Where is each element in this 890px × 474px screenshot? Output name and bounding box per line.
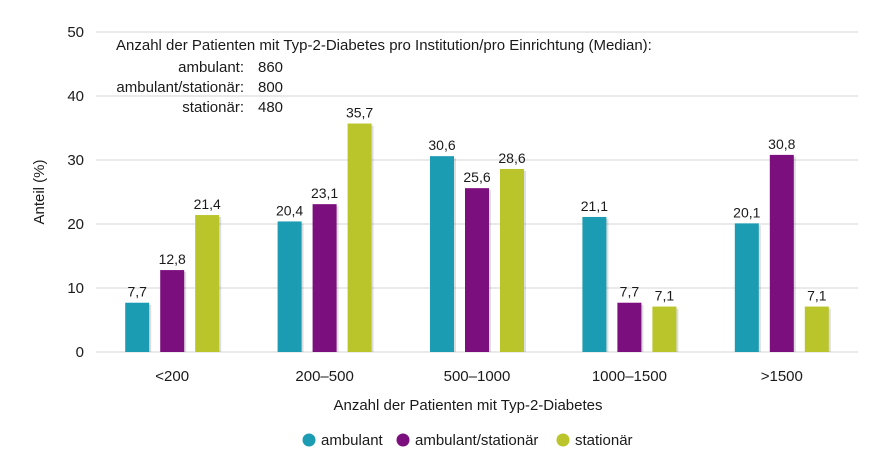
x-axis-ticks: <200 200–500 500–1000 1000–1500 >1500: [155, 368, 803, 385]
legend-label-ambulant-stationaer: ambulant/stationär: [415, 432, 538, 449]
annotation-value-ambulant: 860: [258, 59, 283, 76]
bar-value-label: 23,1: [311, 185, 338, 201]
bar-2-2: [500, 169, 524, 352]
bar-value-label: 20,1: [733, 204, 760, 220]
bar-0-2: [195, 215, 219, 352]
bar-value-label: 20,4: [276, 202, 303, 218]
bar-value-label: 12,8: [159, 251, 186, 267]
x-tick-label: 500–1000: [444, 368, 511, 385]
bar-value-label: 21,1: [581, 198, 608, 214]
y-tick-label: 0: [76, 344, 84, 361]
median-annotation: Anzahl der Patienten mit Typ-2-Diabetes …: [116, 37, 652, 116]
bar-1-1: [313, 204, 337, 352]
bar-value-label: 7,7: [620, 284, 640, 300]
x-tick-label: <200: [155, 368, 189, 385]
bar-value-label: 30,8: [768, 136, 795, 152]
legend: ambulant ambulant/stationär stationär: [303, 432, 633, 449]
bar-2-0: [430, 156, 454, 352]
bar-1-2: [348, 124, 372, 352]
legend-label-ambulant: ambulant: [321, 432, 384, 449]
y-axis-title: Anteil (%): [31, 159, 48, 224]
legend-swatch-ambulant: [303, 434, 316, 447]
bar-2-1: [465, 188, 489, 352]
bar-3-2: [652, 307, 676, 352]
legend-swatch-stationaer: [557, 434, 570, 447]
annotation-label-ambulant-stationaer: ambulant/stationär:: [116, 79, 244, 96]
annotation-value-ambulant-stationaer: 800: [258, 79, 283, 96]
x-tick-label: >1500: [761, 368, 803, 385]
bar-value-label: 28,6: [498, 150, 525, 166]
bar-value-label: 7,1: [655, 288, 675, 304]
y-tick-label: 30: [67, 152, 84, 169]
bar-value-label: 35,7: [346, 105, 373, 121]
y-axis-ticks: 0 10 20 30 40 50: [67, 24, 84, 361]
annotation-value-stationaer: 480: [258, 99, 283, 116]
y-tick-label: 40: [67, 88, 84, 105]
bar-value-label: 7,1: [807, 288, 827, 304]
bar-4-2: [805, 307, 829, 352]
x-tick-label: 1000–1500: [592, 368, 667, 385]
bar-value-label: 21,4: [194, 196, 221, 212]
legend-swatch-ambulant-stationaer: [397, 434, 410, 447]
bar-4-0: [735, 223, 759, 352]
annotation-label-stationaer: stationär:: [182, 99, 244, 116]
bar-1-0: [278, 221, 302, 352]
annotation-label-ambulant: ambulant:: [178, 59, 244, 76]
bar-0-1: [160, 270, 184, 352]
bar-0-0: [125, 303, 149, 352]
y-tick-label: 20: [67, 216, 84, 233]
annotation-title: Anzahl der Patienten mit Typ-2-Diabetes …: [116, 37, 652, 54]
bars: [125, 124, 831, 352]
bar-value-label: 7,7: [127, 284, 147, 300]
bar-3-0: [582, 217, 606, 352]
x-axis-title: Anzahl der Patienten mit Typ-2-Diabetes: [333, 397, 602, 414]
bar-value-label: 30,6: [428, 137, 455, 153]
y-tick-label: 50: [67, 24, 84, 41]
bar-value-label: 25,6: [463, 169, 490, 185]
y-tick-label: 10: [67, 280, 84, 297]
bar-3-1: [617, 303, 641, 352]
bar-4-1: [770, 155, 794, 352]
legend-label-stationaer: stationär: [575, 432, 633, 449]
x-tick-label: 200–500: [295, 368, 353, 385]
